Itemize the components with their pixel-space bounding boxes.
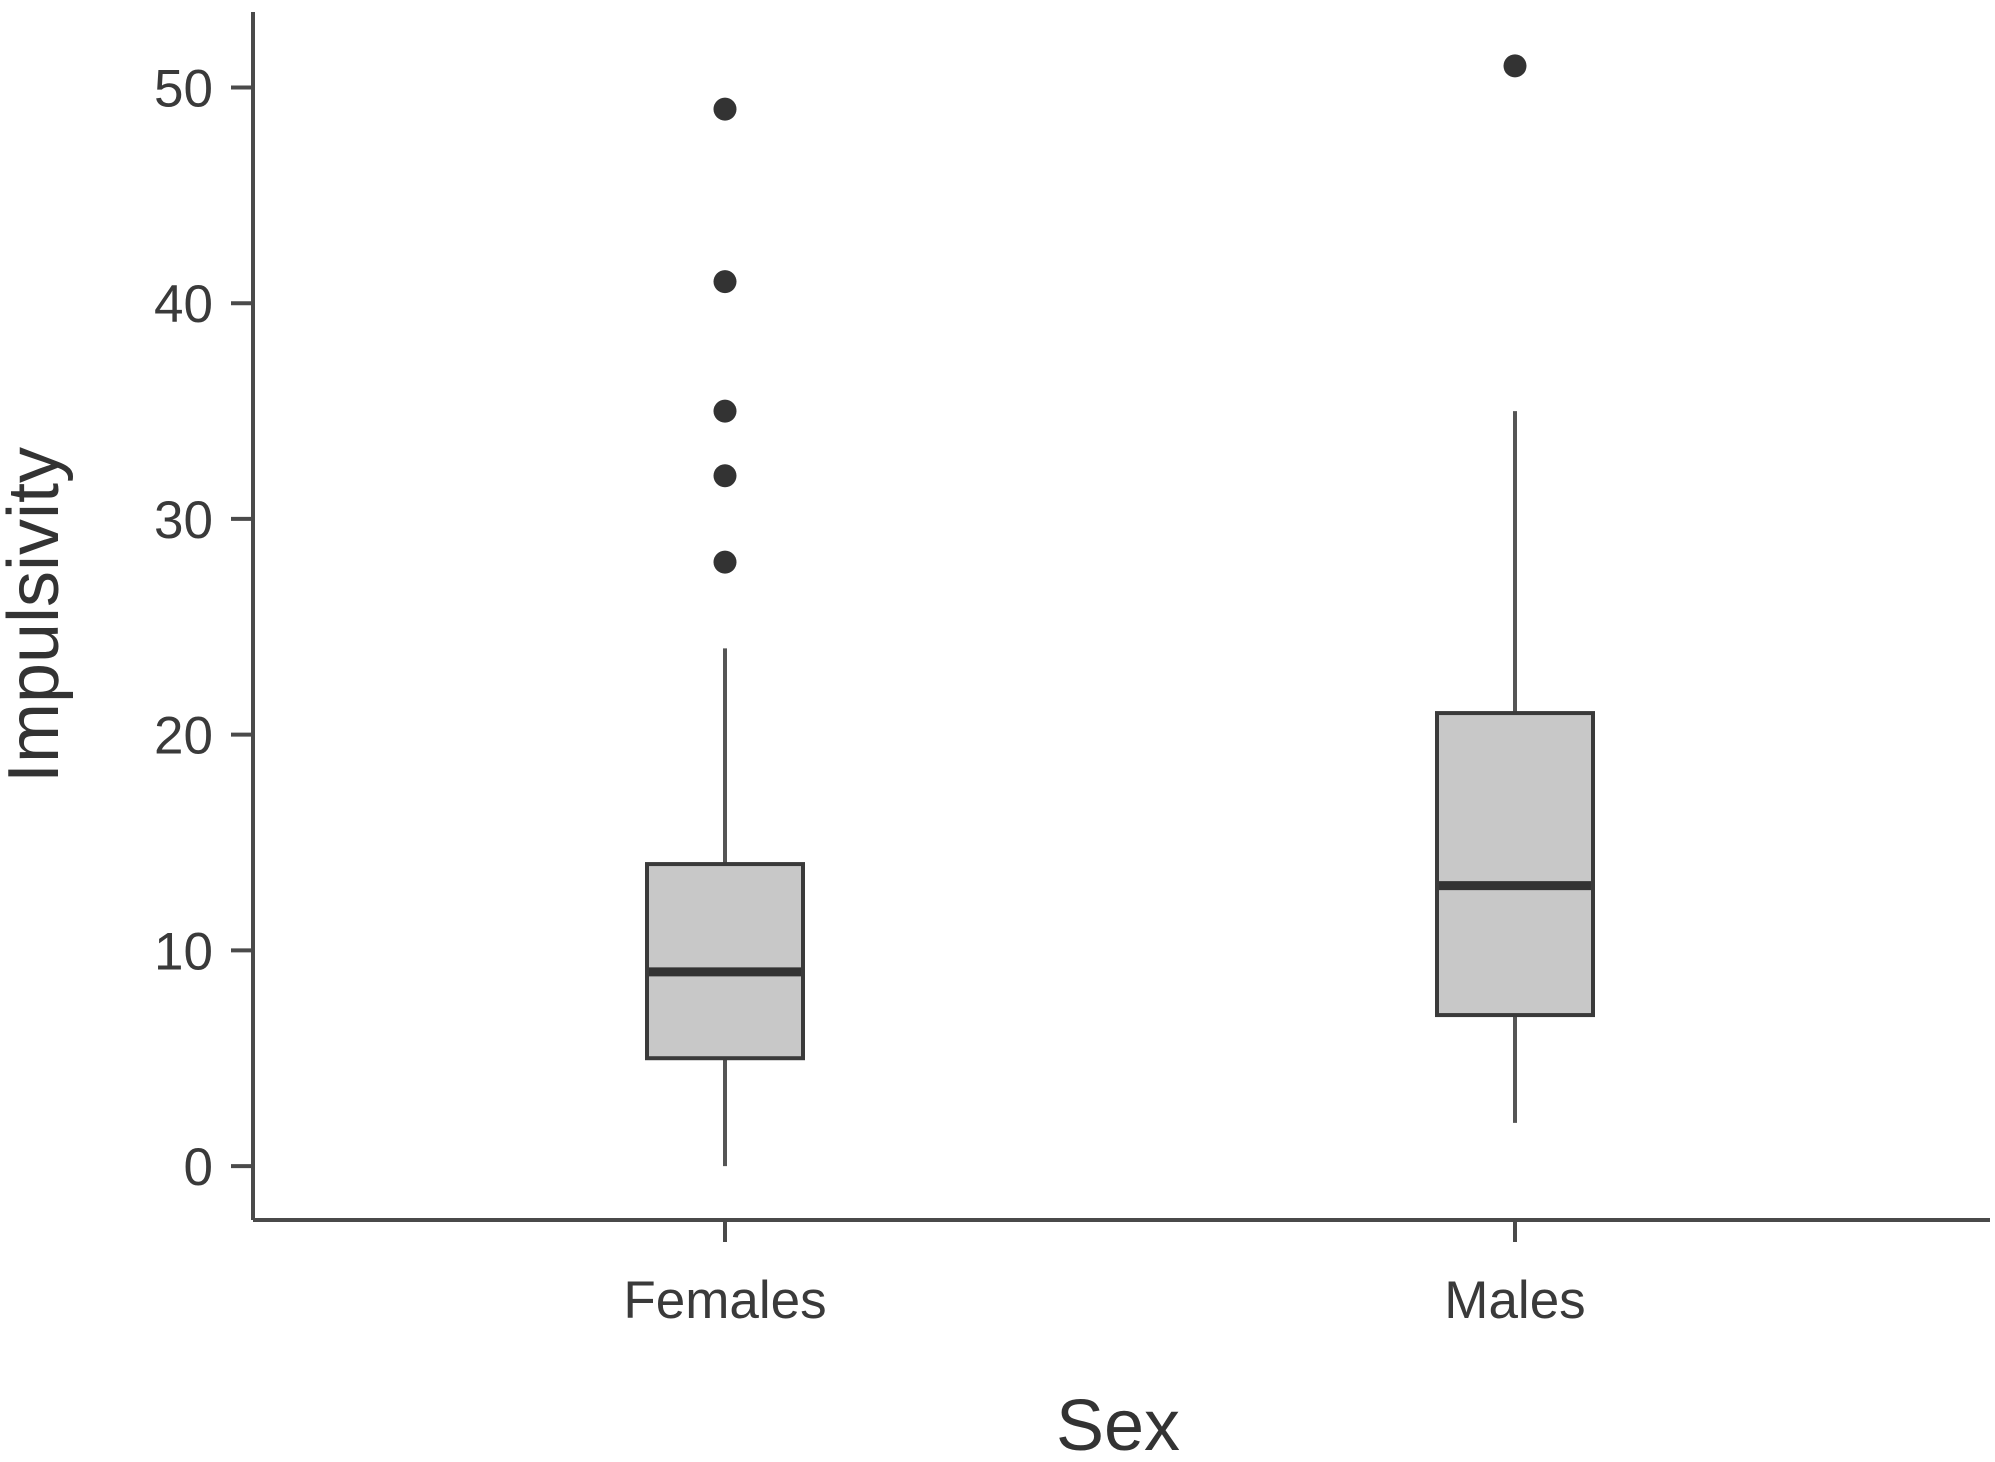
outlier-point bbox=[713, 464, 737, 488]
y-tick-label: 10 bbox=[154, 922, 213, 981]
y-axis: 0 10 20 30 40 50 bbox=[154, 12, 255, 1220]
plot-area bbox=[645, 54, 1595, 1167]
box-group-males bbox=[1435, 54, 1595, 1123]
iqr-box bbox=[645, 862, 805, 1061]
x-axis: Females Males bbox=[253, 1218, 1990, 1330]
outlier-point bbox=[1503, 54, 1527, 78]
y-axis-title: Impulsivity bbox=[0, 447, 74, 783]
x-axis-title: Sex bbox=[1056, 1386, 1180, 1462]
y-tick-label: 50 bbox=[154, 60, 213, 119]
x-tick-label: Males bbox=[1444, 1271, 1585, 1330]
y-tick-label: 30 bbox=[154, 491, 213, 550]
outlier-point bbox=[713, 550, 737, 574]
outlier-point bbox=[713, 97, 737, 121]
y-tick-label: 0 bbox=[184, 1138, 213, 1197]
iqr-box bbox=[1435, 711, 1595, 1018]
outlier-point bbox=[713, 270, 737, 294]
box-group-females bbox=[645, 97, 805, 1167]
outlier-point bbox=[713, 399, 737, 423]
y-tick-label: 40 bbox=[154, 275, 213, 334]
y-tick-label: 20 bbox=[154, 707, 213, 766]
x-tick-label: Females bbox=[623, 1271, 826, 1330]
